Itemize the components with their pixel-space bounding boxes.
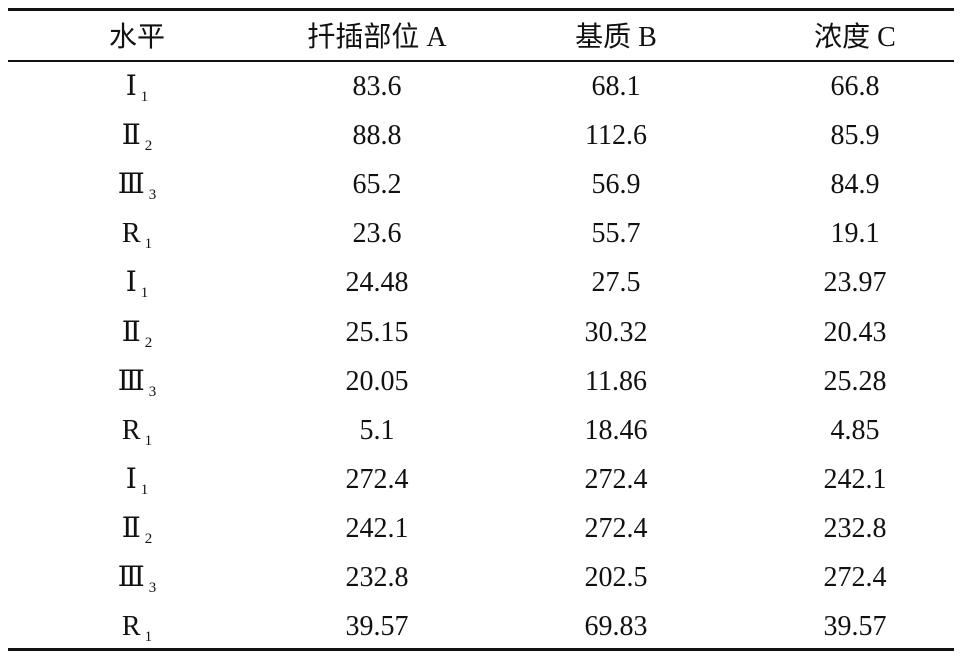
value-cell: 39.57	[345, 611, 409, 643]
value-cell: 272.4	[584, 463, 648, 495]
level-subscript: 1	[140, 89, 149, 105]
level-subscript: 1	[144, 432, 153, 449]
value-cell: 65.2	[352, 169, 402, 201]
level-subscript: 2	[144, 138, 153, 155]
level-label: Ⅲ	[117, 562, 145, 593]
value-cell: 232.8	[823, 512, 887, 544]
value-cell: 18.46	[584, 414, 648, 446]
value-cell: 5.1	[359, 414, 395, 446]
value-cell: 84.9	[830, 169, 880, 201]
bottom-rule	[8, 648, 954, 651]
value-cell: 25.15	[345, 316, 409, 348]
value-cell: 242.1	[345, 512, 409, 544]
value-cell: 272.4	[823, 562, 887, 593]
level-label: R	[121, 611, 141, 643]
value-cell: 202.5	[584, 562, 648, 593]
value-cell: 68.1	[591, 71, 641, 102]
value-cell: 242.1	[823, 463, 887, 495]
level-subscript: 1	[140, 285, 149, 302]
value-cell: 69.83	[584, 611, 648, 643]
value-cell: 112.6	[585, 120, 647, 152]
value-cell: 4.85	[830, 414, 880, 446]
value-cell: 24.48	[345, 267, 409, 299]
level-subscript: 3	[148, 187, 157, 204]
level-label: Ⅰ	[125, 71, 137, 102]
level-label: Ⅰ	[125, 463, 137, 495]
level-label: Ⅱ	[121, 120, 141, 152]
value-cell: 83.6	[352, 71, 402, 102]
value-cell: 23.6	[352, 218, 402, 250]
level-label: Ⅲ	[117, 365, 145, 397]
value-cell: 30.32	[584, 316, 648, 348]
value-cell: 20.43	[823, 316, 887, 348]
value-cell: 55.7	[591, 218, 641, 250]
level-subscript: 3	[148, 383, 157, 400]
level-subscript: 3	[148, 580, 157, 596]
header-rule	[8, 60, 954, 62]
value-cell: 66.8	[830, 71, 880, 102]
value-cell: 27.5	[591, 267, 641, 299]
level-label: R	[121, 218, 141, 250]
level-label: Ⅰ	[125, 267, 137, 299]
level-subscript: 1	[140, 481, 149, 498]
header-cell: 扦插部位 A	[307, 22, 447, 53]
level-subscript: 1	[144, 629, 153, 646]
value-cell: 19.1	[830, 218, 880, 250]
header-cell: 浓度 C	[814, 22, 896, 53]
value-cell: 20.05	[345, 365, 409, 397]
level-subscript: 1	[144, 236, 153, 253]
header-cell: 基质 B	[575, 22, 657, 53]
value-cell: 11.86	[585, 365, 647, 397]
level-subscript: 2	[144, 334, 153, 351]
value-cell: 232.8	[345, 562, 409, 593]
value-cell: 272.4	[584, 512, 648, 544]
value-cell: 23.97	[823, 267, 887, 299]
value-cell: 88.8	[352, 120, 402, 152]
value-cell: 85.9	[830, 120, 880, 152]
level-label: Ⅱ	[121, 316, 141, 348]
value-cell: 25.28	[823, 365, 887, 397]
value-cell: 39.57	[823, 611, 887, 643]
header-cell: 水平	[108, 22, 165, 53]
level-label: R	[121, 414, 141, 446]
level-subscript: 2	[144, 530, 153, 547]
level-label: Ⅲ	[117, 169, 145, 201]
top-rule	[8, 8, 954, 11]
level-label: Ⅱ	[121, 512, 141, 544]
value-cell: 56.9	[591, 169, 641, 201]
value-cell: 272.4	[345, 463, 409, 495]
